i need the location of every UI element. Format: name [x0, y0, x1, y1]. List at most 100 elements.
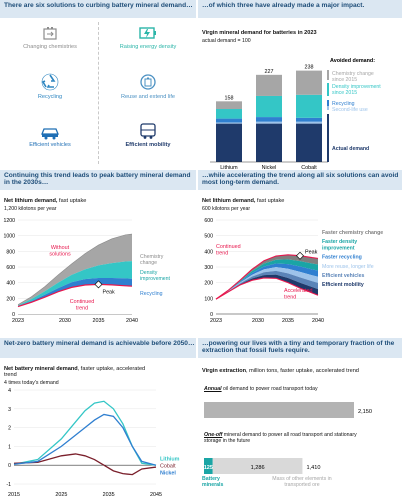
- y-tick-label: 200: [6, 296, 15, 302]
- x-tick-label: 2023: [12, 318, 24, 324]
- area-band: [18, 261, 132, 307]
- bar-total-label: 158: [225, 95, 234, 101]
- panel-header: Net-zero battery mineral demand is achie…: [0, 338, 196, 358]
- bar-segment: [256, 74, 282, 96]
- bar-value-oil: 2,150: [358, 409, 372, 415]
- solution-reuse-extend-life: Reuse and extend life: [102, 72, 194, 100]
- bar-segment: [256, 117, 282, 122]
- legend-swatch: [327, 83, 329, 96]
- bar-segment: [296, 70, 322, 95]
- category-label: Cobalt: [301, 165, 317, 171]
- panel-header: …of which three have already made a majo…: [198, 0, 402, 18]
- line-chart-net-demand: -1 0 1 2 3 4 2015 2025 2035 2045 LithiumCobaltNick…: [6, 388, 180, 498]
- annotation-density: Density: [140, 270, 158, 276]
- panel-avoided-demand: …of which three have already made a majo…: [198, 0, 402, 171]
- panel-extraction: …powering our lives with a tiny and temp…: [198, 338, 402, 500]
- legend-label: Efficient vehicles: [322, 273, 364, 279]
- legend-label: since 2015: [332, 90, 357, 96]
- series-line-cobalt: [13, 453, 157, 476]
- legend-label: Faster recycling: [322, 255, 362, 261]
- y-tick-label: 2: [8, 426, 11, 432]
- bar-segment: [216, 123, 242, 162]
- category-label: Lithium: [220, 165, 238, 171]
- legend-label: improvement: [322, 245, 355, 251]
- row1-label: Annual oil demand to power road transpor…: [204, 386, 318, 392]
- legend-label: Efficient mobility: [322, 282, 364, 288]
- chart-title: Net lithium demand,: [202, 198, 256, 204]
- legend-title: Avoided demand:: [330, 58, 375, 64]
- solution-efficient-vehicles: Efficient vehicles: [8, 122, 92, 148]
- area-band: [216, 270, 318, 300]
- y-tick-label: 4: [8, 388, 11, 394]
- annotation-peak: Peak: [305, 250, 318, 256]
- battery-reuse-icon: [140, 74, 156, 90]
- bar-segment: [296, 121, 322, 124]
- y-tick-label: 1000: [3, 234, 15, 240]
- y-tick-label: 1200: [3, 218, 15, 224]
- bar-segment: [296, 117, 322, 122]
- panel-net-zero: Net-zero battery mineral demand is achie…: [0, 338, 196, 500]
- battery-minerals-label: Battery minerals: [202, 476, 224, 488]
- bar-segment: [216, 122, 242, 124]
- solution-changing-chemistries: Changing chemistries: [8, 24, 92, 50]
- chart-title: Virgin mineral demand for batteries in 2…: [202, 30, 317, 36]
- bar-segment: [216, 118, 242, 123]
- x-tick-label: 2023: [210, 318, 222, 324]
- legend-swatch: [327, 100, 329, 106]
- panel-accelerated: …while accelerating the trend along all …: [198, 170, 402, 336]
- annotation-without-solutions: Without: [51, 245, 70, 251]
- panel-header: …while accelerating the trend along all …: [198, 170, 402, 190]
- panel-solutions: There are six solutions to curbing batte…: [0, 0, 196, 168]
- solution-raising-energy-density: Raising energy density: [102, 24, 194, 50]
- x-tick-label: 2035: [282, 318, 294, 324]
- bar-segment: [296, 94, 322, 118]
- bar-total-label: 227: [265, 69, 274, 75]
- legend-label: Recycling: [332, 101, 355, 107]
- battery-bolt-icon: [139, 27, 156, 39]
- annotation-continued: Continued: [216, 244, 241, 250]
- annotation-density: improvement: [140, 276, 171, 282]
- area-band: [216, 274, 318, 300]
- bar-value-battery: 125: [204, 465, 213, 471]
- peak-marker: [296, 251, 304, 260]
- legend-label: Second-life use: [332, 107, 368, 113]
- recycle-icon: [41, 73, 59, 91]
- annotation-accelerated: trend: [284, 294, 296, 300]
- bar-mass-other: [212, 458, 303, 474]
- x-tick-label: 2040: [312, 318, 324, 324]
- chart-unit: 4 times today's demand: [4, 380, 59, 386]
- annotation-without-solutions: solutions: [49, 251, 71, 257]
- legend-swatch: [327, 106, 329, 110]
- legend-swatch: [327, 114, 329, 162]
- horizontal-bar-chart: 2,150 125 1,286 1,410: [204, 402, 372, 474]
- legend-label: Density improvement: [332, 84, 381, 90]
- series-line-accelerated: [215, 277, 319, 300]
- area-chart-accelerated: 0 100 200 300 400 500 600 2023 2030 2035 2040 Peak C…: [204, 218, 383, 324]
- series-label: Nickel: [160, 470, 176, 476]
- y-tick-label: 400: [204, 249, 213, 255]
- stacked-bar-chart: Avoided demand: 158 Lithium 227 Nickel 238 Co…: [210, 58, 381, 171]
- annotation-chemistry: Chemistry: [140, 254, 164, 260]
- y-tick-label: 500: [204, 234, 213, 240]
- y-tick-label: 3: [8, 407, 11, 413]
- panel-header: There are six solutions to curbing batte…: [0, 0, 196, 18]
- x-tick-label: 2045: [150, 492, 162, 498]
- annotation-recycling: Recycling: [140, 291, 163, 297]
- series-label: Lithium: [160, 456, 180, 462]
- bar-value-mass: 1,286: [251, 465, 265, 471]
- peak-marker: [94, 280, 103, 289]
- legend-label: More reuse, longer life: [322, 264, 374, 270]
- x-tick-label: 2035: [92, 318, 104, 324]
- y-tick-label: 600: [6, 265, 15, 271]
- legend-label: since 2015: [332, 77, 357, 83]
- series-line-continued: [215, 254, 319, 300]
- panel-header: …powering our lives with a tiny and temp…: [198, 338, 402, 358]
- area-chart-continued: 0 200 400 600 800 1000 1200 2023 2030 2035 2040 Wit…: [3, 218, 171, 324]
- bar-battery-minerals: [204, 458, 213, 474]
- x-tick-label: 2035: [103, 492, 115, 498]
- x-tick-label: 2030: [252, 318, 264, 324]
- bar-segment: [256, 123, 282, 162]
- series-line-without: [17, 233, 133, 305]
- chart-subtitle: actual demand = 100: [202, 38, 251, 44]
- solution-efficient-mobility: Efficient mobility: [102, 122, 194, 148]
